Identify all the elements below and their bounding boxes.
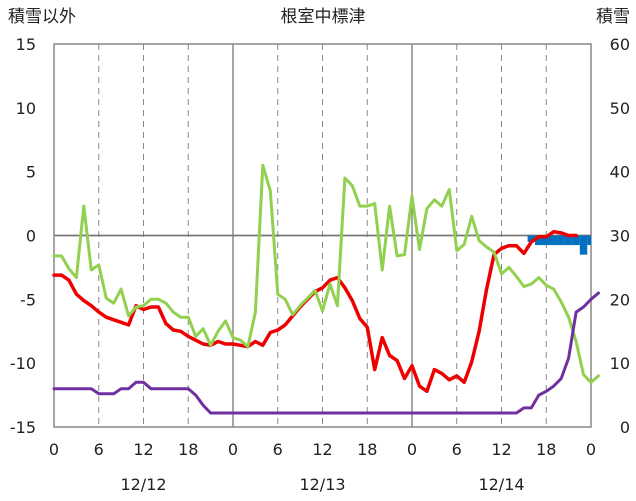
dew_point-line (52, 163, 600, 384)
snow-depth-bar-2 (542, 235, 550, 246)
date-label-0: 12/12 (120, 475, 166, 494)
left-y-tick-6: 15 (16, 35, 36, 54)
snow-depth-bar-3 (549, 235, 558, 246)
snow-depth-bars (527, 235, 591, 255)
left-y-tick-0: -15 (10, 418, 36, 437)
snow-depth-bar-0 (527, 235, 536, 242)
snow-depth-bar-6 (572, 235, 580, 246)
left-y-tick-3: 0 (26, 227, 36, 246)
snow-depth-bar-1 (535, 235, 543, 246)
right-axis-title: 積雪 (596, 7, 630, 27)
left-y-tick-1: -10 (10, 354, 36, 373)
x-tick-5: 6 (273, 440, 283, 459)
x-tick-10: 12 (491, 440, 511, 459)
x-tick-11: 18 (536, 440, 556, 459)
x-tick-12: 0 (586, 440, 596, 459)
x-tick-1: 6 (94, 440, 104, 459)
right-y-tick-0: 0 (620, 418, 630, 437)
pressure_like-line (52, 291, 600, 415)
left-axis-title: 積雪以外 (8, 7, 76, 27)
chart-title: 根室中標津 (281, 7, 366, 27)
left-y-tick-2: -5 (20, 290, 36, 309)
snow-depth-bar-4 (557, 235, 565, 246)
right-y-tick-1: 10 (610, 354, 630, 373)
left-y-tick-labels: -15 -10 -5 0 5 10 15 (10, 35, 36, 437)
left-y-tick-4: 5 (26, 163, 36, 182)
series-lines (52, 163, 600, 415)
date-label-1: 12/13 (299, 475, 345, 494)
date-labels: 12/12 12/13 12/14 (120, 475, 524, 494)
date-label-2: 12/14 (478, 475, 524, 494)
snow-depth-bar-5 (564, 235, 573, 246)
x-tick-3: 18 (178, 440, 198, 459)
left-y-tick-5: 10 (16, 99, 36, 118)
x-tick-9: 6 (452, 440, 462, 459)
x-tick-0: 0 (49, 440, 59, 459)
x-tick-6: 12 (312, 440, 332, 459)
x-tick-8: 0 (407, 440, 417, 459)
right-y-tick-2: 20 (610, 290, 630, 309)
right-y-tick-3: 30 (610, 227, 630, 246)
right-y-tick-labels: 0 10 20 30 40 50 60 (610, 35, 630, 437)
right-y-tick-4: 40 (610, 163, 630, 182)
right-y-tick-5: 50 (610, 99, 630, 118)
x-tick-labels: 0 6 12 18 0 6 12 18 0 6 12 18 0 (49, 440, 596, 459)
x-tick-4: 0 (228, 440, 238, 459)
x-tick-2: 12 (133, 440, 153, 459)
right-y-tick-6: 60 (610, 35, 630, 54)
snow-depth-bar-8 (587, 235, 591, 246)
snow-depth-bar-7 (579, 235, 588, 255)
x-tick-7: 18 (357, 440, 377, 459)
